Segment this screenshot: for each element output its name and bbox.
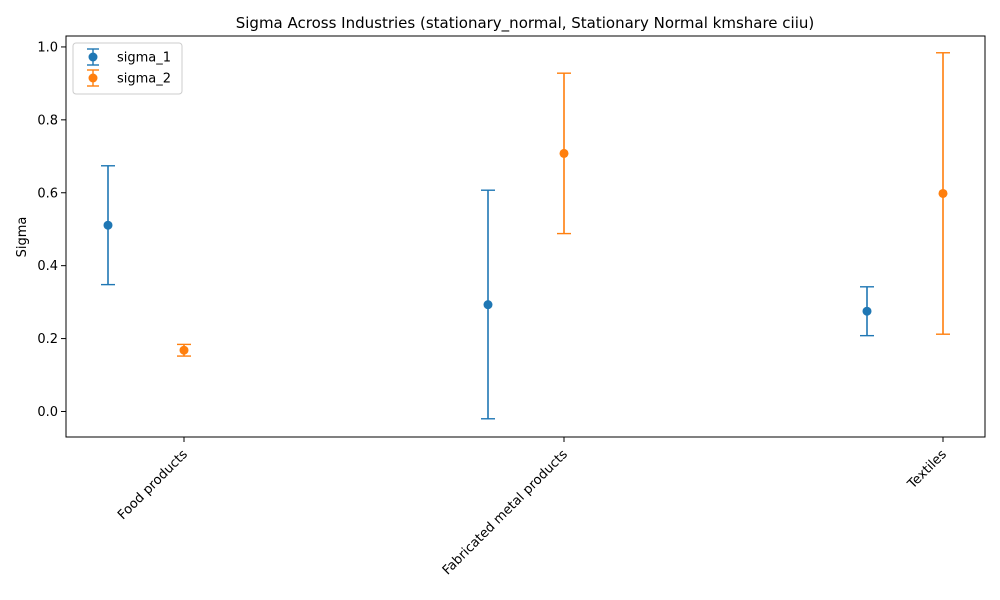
y-tick-label: 0.4 [37, 259, 58, 274]
y-tick-label: 1.0 [37, 40, 58, 55]
y-tick-label: 0.0 [37, 405, 58, 420]
data-point [483, 300, 493, 310]
data-point [862, 306, 872, 316]
legend: sigma_1 sigma_2 [72, 42, 183, 95]
data-point [179, 345, 189, 355]
y-tick-label: 0.8 [37, 113, 58, 128]
legend-marker-icon [88, 73, 98, 83]
y-tick-label: 0.2 [37, 332, 58, 347]
plot-area [101, 52, 950, 420]
x-tick-label: Fabricated metal products [440, 447, 571, 578]
y-tick-label: 0.6 [37, 186, 58, 201]
data-point [103, 220, 113, 230]
legend-marker-icon [88, 52, 98, 62]
x-tick-label: Food products [115, 447, 191, 523]
chart-title: Sigma Across Industries (stationary_norm… [236, 14, 815, 33]
series-sigma_2 [177, 52, 950, 357]
legend-entry-sigma_1: sigma_1 [87, 48, 171, 66]
legend-entry-sigma_2: sigma_2 [87, 69, 171, 87]
plot-frame [65, 35, 986, 438]
y-axis-label: Sigma [15, 217, 30, 258]
data-point [938, 188, 948, 198]
x-tick-label: Textiles [904, 447, 950, 493]
x-axis: Food products Fabricated metal products Te… [115, 437, 950, 578]
data-point [559, 148, 569, 158]
legend-label: sigma_1 [117, 51, 171, 66]
legend-label: sigma_2 [117, 72, 171, 87]
y-axis: 0.0 0.2 0.4 0.6 0.8 1.0 [37, 40, 66, 420]
legend-box [72, 42, 183, 95]
series-sigma_1 [101, 165, 874, 420]
